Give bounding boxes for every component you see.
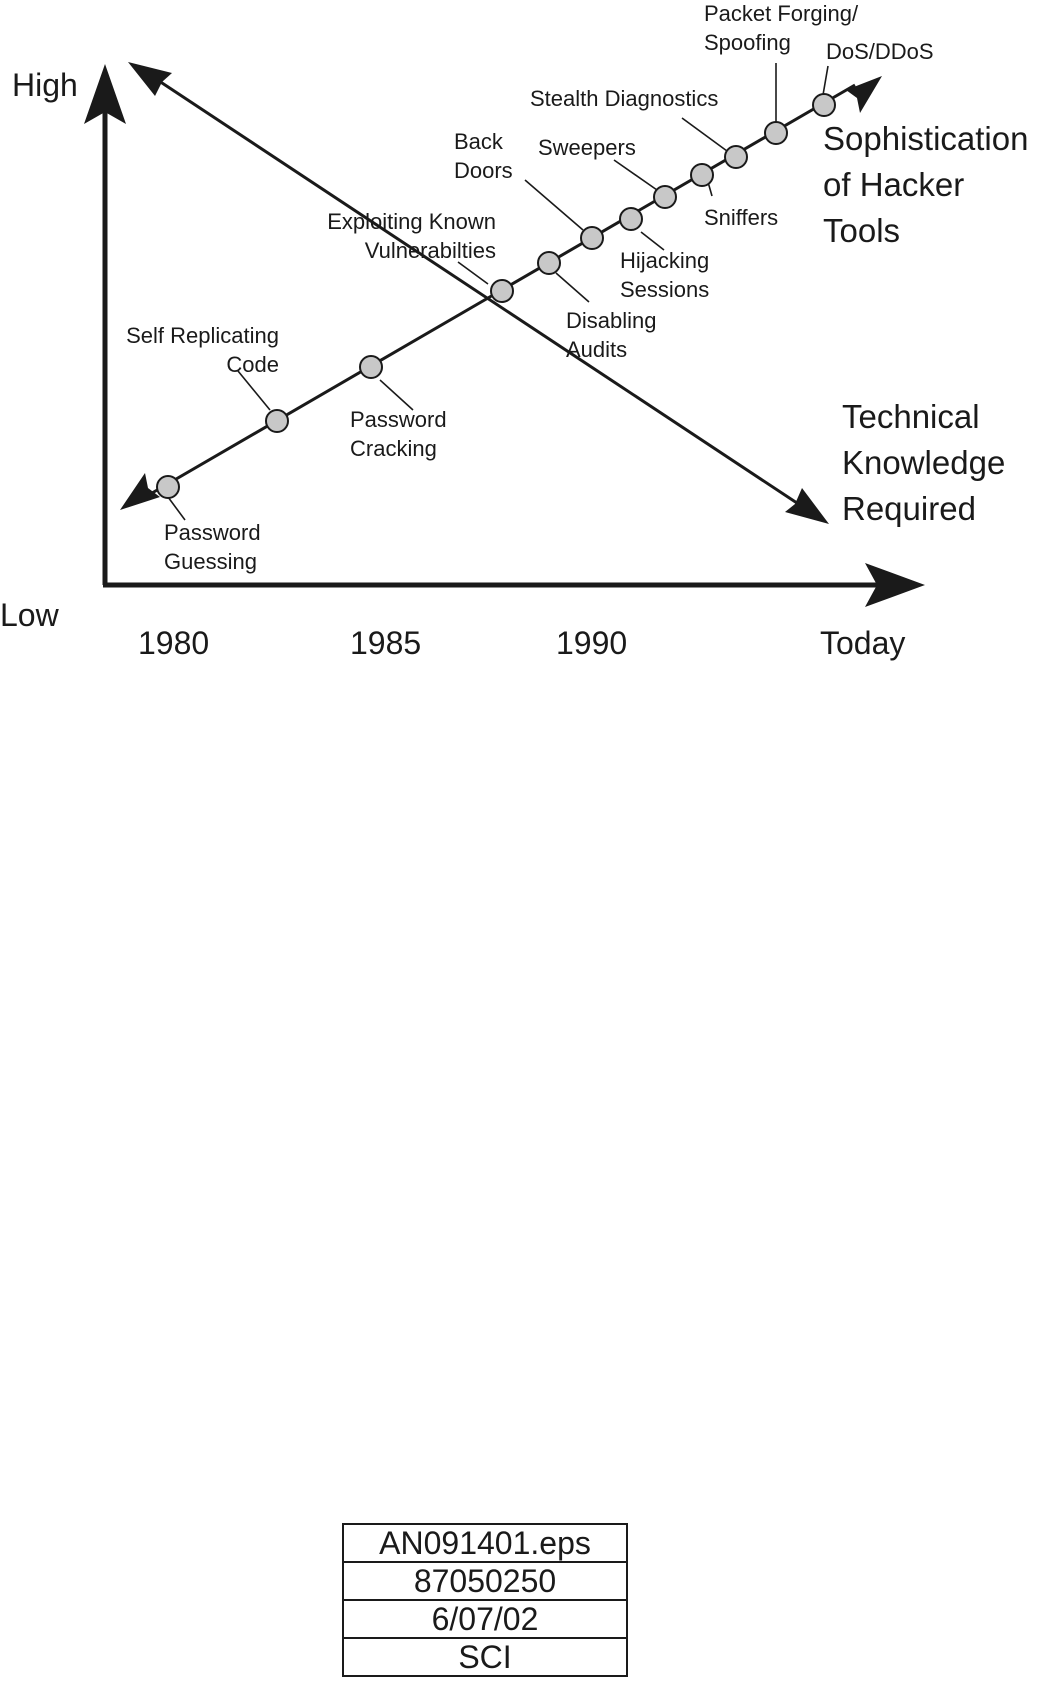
info-box-date: 6/07/02 xyxy=(342,1599,628,1639)
hacker-sophistication-diagram: High Low 1980 1985 1990 Today Sophistica… xyxy=(0,1,1028,661)
knowledge-arrowhead-start xyxy=(128,62,172,96)
node-disabling-audits xyxy=(537,251,561,275)
milestone-nodes xyxy=(156,93,836,499)
node-password-guessing xyxy=(156,475,180,499)
sophistication-series-label: Sophistication of Hacker Tools xyxy=(823,120,1028,249)
milestone-label: Vulnerabilties xyxy=(365,238,496,263)
y-low-label: Low xyxy=(0,597,60,633)
info-box-code: 87050250 xyxy=(342,1561,628,1601)
milestone-label: Sweepers xyxy=(538,135,636,160)
year-label: 1990 xyxy=(556,625,627,661)
leader-exploiting-known xyxy=(457,261,489,285)
milestone-label: Cracking xyxy=(350,436,437,461)
series-label-line: Technical xyxy=(842,398,980,435)
milestone-label: Audits xyxy=(566,337,627,362)
milestone-label: Packet Forging/ xyxy=(704,1,859,26)
milestone-label: Guessing xyxy=(164,549,257,574)
leader-self-replicating-code xyxy=(237,370,271,411)
node-dos-ddos xyxy=(812,93,836,117)
node-password-cracking xyxy=(359,355,383,379)
year-label: 1985 xyxy=(350,625,421,661)
leader-dos-ddos xyxy=(822,65,829,96)
leader-sweepers xyxy=(613,159,658,191)
node-packet-forging xyxy=(764,121,788,145)
milestone-label: Stealth Diagnostics xyxy=(530,86,718,111)
milestone-label: Code xyxy=(226,352,279,377)
series-label-line: Sophistication xyxy=(823,120,1028,157)
milestone-label: Doors xyxy=(454,158,513,183)
milestone-label: Self Replicating xyxy=(126,323,279,348)
milestone-label: Sniffers xyxy=(704,205,778,230)
milestone-label: Password xyxy=(350,407,447,432)
leader-hijacking-sessions xyxy=(640,231,665,251)
knowledge-series-label: Technical Knowledge Required xyxy=(842,398,1005,527)
series-label-line: Knowledge xyxy=(842,444,1005,481)
node-stealth-diagnostics xyxy=(724,145,748,169)
leader-back-doors xyxy=(524,179,584,231)
series-label-line: of Hacker xyxy=(823,166,964,203)
milestone-label: Spoofing xyxy=(704,30,791,55)
sophistication-arrowhead-start xyxy=(120,473,160,510)
leader-disabling-audits xyxy=(555,272,590,303)
milestone-label: Sessions xyxy=(620,277,709,302)
milestone-label: Disabling xyxy=(566,308,657,333)
leader-lines xyxy=(167,63,829,521)
series-label-line: Required xyxy=(842,490,976,527)
node-hijacking-sessions xyxy=(619,207,643,231)
leader-password-cracking xyxy=(379,379,414,411)
year-label: Today xyxy=(820,625,905,661)
leader-password-guessing xyxy=(167,496,186,521)
y-axis-arrowhead xyxy=(84,64,126,124)
node-sniffers xyxy=(690,163,714,187)
y-high-label: High xyxy=(12,67,78,103)
x-axis-arrowhead xyxy=(865,563,925,607)
milestone-labels: Password Guessing Self Replicating Code … xyxy=(126,1,933,574)
knowledge-line xyxy=(149,73,801,507)
node-self-replicating-code xyxy=(265,409,289,433)
info-box-tag: SCI xyxy=(342,1637,628,1677)
info-box-filename: AN091401.eps xyxy=(342,1523,628,1563)
leader-stealth-diagnostics xyxy=(681,117,728,152)
node-sweepers xyxy=(653,185,677,209)
milestone-label: Hijacking xyxy=(620,248,709,273)
milestone-label: Back xyxy=(454,129,504,154)
node-exploiting-known xyxy=(490,279,514,303)
knowledge-arrowhead-end xyxy=(785,488,829,524)
milestone-label: Exploiting Known xyxy=(327,209,496,234)
milestone-label: DoS/DDoS xyxy=(826,39,934,64)
milestone-label: Password xyxy=(164,520,261,545)
file-info-box: AN091401.eps 87050250 6/07/02 SCI xyxy=(342,1523,628,1677)
series-label-line: Tools xyxy=(823,212,900,249)
sophistication-arrowhead-end xyxy=(846,76,882,113)
year-label: 1980 xyxy=(138,625,209,661)
node-back-doors xyxy=(580,226,604,250)
